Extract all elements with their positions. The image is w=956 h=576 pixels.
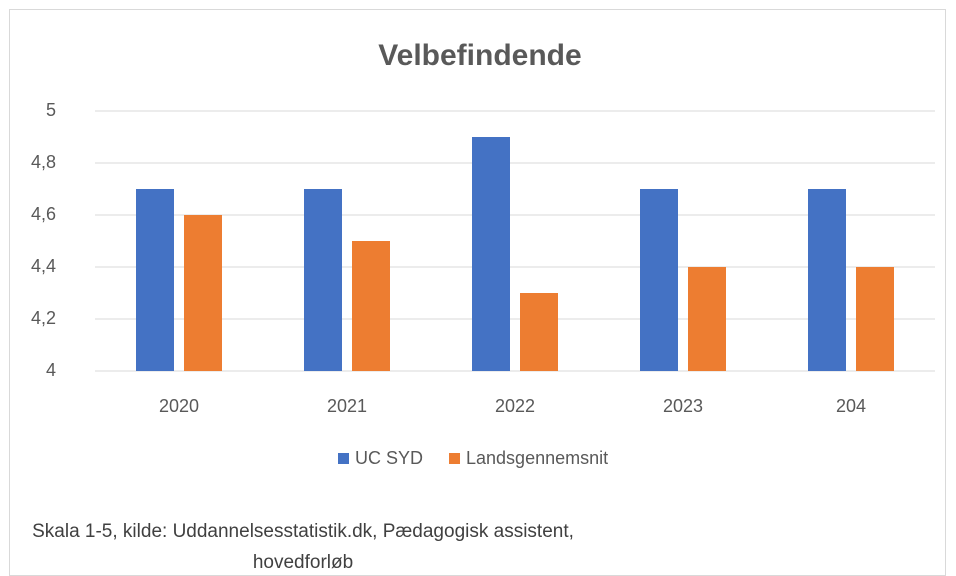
caption: hovedforløb (253, 552, 353, 573)
bar (856, 267, 894, 371)
bar (688, 267, 726, 371)
bar (808, 189, 846, 371)
bar (640, 189, 678, 371)
y-tick-label: 4 (46, 360, 56, 380)
x-tick-label: 2023 (663, 396, 703, 416)
y-tick-label: 4,2 (31, 308, 56, 328)
legend-swatch (338, 453, 349, 464)
x-tick-label: 2020 (159, 396, 199, 416)
y-tick-label: 4,6 (31, 204, 56, 224)
y-tick-label: 4,8 (31, 152, 56, 172)
bar (136, 189, 174, 371)
x-tick-label: 2021 (327, 396, 367, 416)
y-tick-label: 4,4 (31, 256, 56, 276)
legend-swatch (449, 453, 461, 464)
caption: Skala 1-5, kilde: Uddannelsesstatistik.d… (32, 521, 574, 542)
y-tick-label: 5 (46, 100, 56, 120)
bar (184, 215, 222, 371)
bar (520, 293, 558, 371)
bar (304, 189, 342, 371)
x-tick-label: 204 (836, 396, 866, 416)
x-tick-label: 2022 (495, 396, 535, 416)
bar (472, 137, 510, 371)
legend-label: Landsgennemsnit (466, 448, 608, 468)
bar (352, 241, 390, 371)
chart-title: Velbefindende (378, 39, 581, 72)
legend-label: UC SYD (355, 448, 423, 468)
